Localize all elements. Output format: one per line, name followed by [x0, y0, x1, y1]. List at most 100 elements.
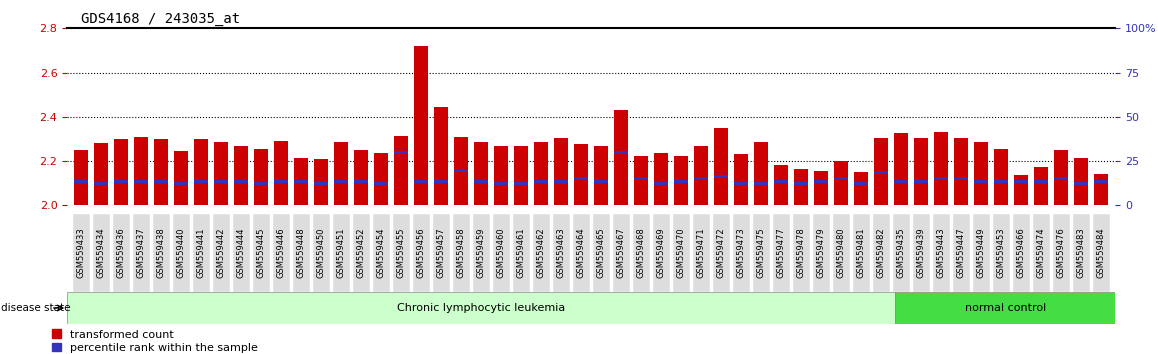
- Bar: [434, 107, 448, 205]
- Bar: [332, 214, 350, 292]
- Bar: [252, 214, 270, 292]
- Bar: [613, 214, 630, 292]
- Bar: [992, 214, 1010, 292]
- Text: GSM559435: GSM559435: [896, 228, 906, 278]
- Bar: [834, 161, 848, 205]
- Text: GSM559446: GSM559446: [277, 228, 286, 278]
- Bar: [434, 180, 448, 183]
- Bar: [115, 139, 129, 205]
- Bar: [673, 214, 690, 292]
- Bar: [94, 182, 108, 185]
- Bar: [73, 214, 89, 292]
- Bar: [632, 214, 650, 292]
- Bar: [254, 149, 269, 205]
- Bar: [935, 177, 948, 180]
- Bar: [274, 141, 288, 205]
- Bar: [813, 214, 829, 292]
- Text: GSM559471: GSM559471: [697, 228, 705, 278]
- Bar: [294, 180, 308, 183]
- Bar: [893, 214, 910, 292]
- Text: GSM559438: GSM559438: [156, 228, 166, 278]
- Bar: [954, 177, 968, 180]
- Text: GSM559464: GSM559464: [577, 228, 586, 278]
- Bar: [474, 142, 489, 205]
- Bar: [214, 142, 228, 205]
- Bar: [953, 214, 969, 292]
- Bar: [574, 144, 588, 205]
- Text: GSM559477: GSM559477: [777, 228, 785, 278]
- Text: GSM559472: GSM559472: [717, 228, 726, 278]
- Bar: [973, 214, 990, 292]
- Text: GSM559469: GSM559469: [657, 228, 666, 278]
- Bar: [74, 150, 88, 205]
- Bar: [694, 145, 709, 205]
- Bar: [914, 138, 929, 205]
- Bar: [555, 180, 569, 183]
- Bar: [195, 139, 208, 205]
- Bar: [793, 214, 809, 292]
- Bar: [134, 180, 148, 183]
- Bar: [354, 180, 368, 183]
- Text: GSM559467: GSM559467: [617, 228, 625, 278]
- Bar: [393, 214, 410, 292]
- Bar: [412, 214, 430, 292]
- Bar: [654, 182, 668, 185]
- Bar: [272, 214, 290, 292]
- Text: GSM559475: GSM559475: [756, 228, 765, 278]
- Bar: [712, 214, 730, 292]
- Text: GSM559449: GSM559449: [976, 228, 985, 278]
- Bar: [533, 214, 550, 292]
- Bar: [894, 133, 908, 205]
- Bar: [995, 149, 1009, 205]
- Bar: [1072, 214, 1090, 292]
- Bar: [234, 145, 248, 205]
- Bar: [153, 214, 170, 292]
- Bar: [373, 214, 389, 292]
- Bar: [754, 142, 768, 205]
- Bar: [154, 180, 168, 183]
- Bar: [173, 214, 190, 292]
- Bar: [353, 214, 369, 292]
- Text: GSM559445: GSM559445: [257, 228, 265, 278]
- Bar: [195, 180, 208, 183]
- Bar: [833, 214, 850, 292]
- Bar: [555, 138, 569, 205]
- Bar: [453, 214, 470, 292]
- Text: GSM559466: GSM559466: [1017, 228, 1026, 278]
- Bar: [692, 214, 710, 292]
- Text: GSM559458: GSM559458: [456, 228, 466, 278]
- Bar: [734, 154, 748, 205]
- Bar: [914, 180, 929, 183]
- Text: GSM559456: GSM559456: [417, 228, 426, 278]
- Legend: transformed count, percentile rank within the sample: transformed count, percentile rank withi…: [52, 330, 257, 353]
- Bar: [94, 143, 108, 205]
- Text: GSM559460: GSM559460: [497, 228, 506, 278]
- Bar: [1034, 167, 1048, 205]
- Text: GSM559478: GSM559478: [797, 228, 806, 278]
- Text: GSM559481: GSM559481: [857, 228, 866, 278]
- Text: GSM559483: GSM559483: [1077, 228, 1086, 278]
- Bar: [134, 137, 148, 205]
- Bar: [335, 180, 349, 183]
- Bar: [234, 180, 248, 183]
- Bar: [714, 175, 728, 178]
- Text: GSM559450: GSM559450: [316, 228, 325, 278]
- Bar: [974, 142, 988, 205]
- Bar: [894, 180, 908, 183]
- Bar: [174, 151, 188, 205]
- Bar: [775, 165, 789, 205]
- Bar: [834, 177, 848, 180]
- Bar: [852, 214, 870, 292]
- Bar: [354, 150, 368, 205]
- Bar: [614, 110, 628, 205]
- Bar: [294, 158, 308, 205]
- Bar: [1014, 176, 1028, 205]
- Text: GSM559480: GSM559480: [837, 228, 845, 278]
- Bar: [674, 155, 688, 205]
- Bar: [1075, 158, 1089, 205]
- Bar: [314, 159, 328, 205]
- Text: disease state: disease state: [1, 303, 71, 313]
- Bar: [433, 214, 449, 292]
- Text: Chronic lymphocytic leukemia: Chronic lymphocytic leukemia: [397, 303, 565, 313]
- Bar: [1033, 214, 1049, 292]
